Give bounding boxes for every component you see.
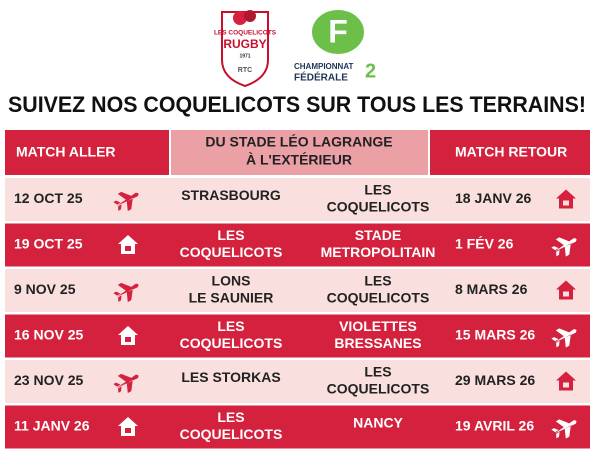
- league-logo: F CHAMPIONNAT FÉDÉRALE 2: [294, 10, 376, 84]
- house-icon: [118, 326, 138, 345]
- home-team: STRASBOURG: [181, 187, 281, 203]
- house-window: [125, 337, 131, 342]
- plane-icon: [113, 373, 139, 394]
- title: SUIVEZ NOS COQUELICOTS SUR TOUS LES TERR…: [8, 92, 586, 117]
- date-retour: 18 JANV 26: [455, 190, 531, 206]
- house-window: [563, 200, 569, 206]
- away-team: BRESSANES: [334, 335, 421, 351]
- header-middle: À L'EXTÉRIEUR: [246, 152, 352, 168]
- house-icon: [556, 371, 576, 391]
- date-retour: 19 AVRIL 26: [455, 418, 534, 434]
- plane-shape: [113, 282, 139, 303]
- club-abbr: RTC: [238, 67, 252, 74]
- house-shape: [556, 371, 576, 391]
- house-shape: [556, 189, 576, 209]
- house-shape: [118, 235, 138, 254]
- house-icon: [556, 280, 576, 300]
- header-middle: DU STADE LÉO LAGRANGE: [205, 134, 392, 150]
- club-year: 1971: [239, 53, 250, 59]
- row-bg: [5, 314, 590, 358]
- house-icon: [118, 417, 138, 436]
- plane-shape: [113, 373, 139, 394]
- house-icon: [556, 189, 576, 209]
- row-bg: [5, 360, 590, 403]
- away-team: COQUELICOTS: [327, 199, 430, 215]
- house-shape: [118, 417, 138, 436]
- header-retour-bg: [430, 130, 590, 175]
- house-window: [563, 291, 569, 297]
- house-window: [563, 382, 569, 388]
- home-team: COQUELICOTS: [180, 244, 283, 260]
- house-window: [125, 246, 131, 251]
- home-team: LES: [217, 409, 244, 425]
- row-bg: [5, 223, 590, 267]
- home-team: LES STORKAS: [181, 369, 280, 385]
- league-division: 2: [365, 60, 376, 82]
- date-aller: 23 NOV 25: [14, 372, 83, 388]
- away-team: LES: [364, 273, 391, 289]
- plane-shape: [551, 328, 577, 348]
- house-icon: [118, 235, 138, 254]
- plane-shape: [113, 191, 139, 212]
- away-team: VIOLETTES: [339, 318, 417, 334]
- date-aller: 19 OCT 25: [14, 236, 83, 252]
- home-team: COQUELICOTS: [180, 335, 283, 351]
- home-team: LES: [217, 318, 244, 334]
- plane-icon: [551, 237, 577, 257]
- house-window: [125, 428, 131, 433]
- away-team: COQUELICOTS: [327, 290, 430, 306]
- home-team: LES: [217, 227, 244, 243]
- away-team: NANCY: [353, 415, 403, 431]
- date-retour: 1 FÉV 26: [455, 236, 514, 252]
- date-aller: 12 OCT 25: [14, 190, 83, 206]
- league-letter: F: [328, 13, 348, 49]
- date-retour: 15 MARS 26: [455, 327, 535, 343]
- date-retour: 29 MARS 26: [455, 372, 535, 388]
- club-name: LES COQUELICOTS: [214, 30, 277, 37]
- plane-shape: [551, 419, 577, 439]
- home-team: COQUELICOTS: [180, 426, 283, 442]
- away-team: LES: [364, 364, 391, 380]
- header-middle-bg: [171, 130, 428, 175]
- plane-shape: [551, 237, 577, 257]
- row-bg: [5, 405, 590, 449]
- league-line1: CHAMPIONNAT: [294, 62, 354, 71]
- row-bg: [5, 178, 590, 221]
- club-sport: RUGBY: [223, 37, 266, 51]
- header-retour: MATCH RETOUR: [455, 144, 567, 160]
- house-shape: [118, 326, 138, 345]
- away-team: METROPOLITAIN: [321, 244, 436, 260]
- home-team: LE SAUNIER: [189, 290, 274, 306]
- house-shape: [556, 280, 576, 300]
- header-aller-bg: [5, 130, 169, 175]
- plane-icon: [113, 282, 139, 303]
- club-logo: LES COQUELICOTS RUGBY 1971 RTC: [214, 10, 277, 88]
- date-aller: 16 NOV 25: [14, 327, 83, 343]
- plane-icon: [113, 191, 139, 212]
- plane-icon: [551, 419, 577, 439]
- date-aller: 11 JANV 26: [14, 418, 90, 434]
- league-line2: FÉDÉRALE: [294, 71, 348, 84]
- date-aller: 9 NOV 25: [14, 281, 76, 297]
- home-team: LONS: [212, 273, 251, 289]
- date-retour: 8 MARS 26: [455, 281, 528, 297]
- plane-icon: [551, 328, 577, 348]
- away-team: LES: [364, 182, 391, 198]
- header-aller: MATCH ALLER: [16, 144, 116, 160]
- away-team: STADE: [355, 227, 401, 243]
- row-bg: [5, 269, 590, 312]
- away-team: COQUELICOTS: [327, 381, 430, 397]
